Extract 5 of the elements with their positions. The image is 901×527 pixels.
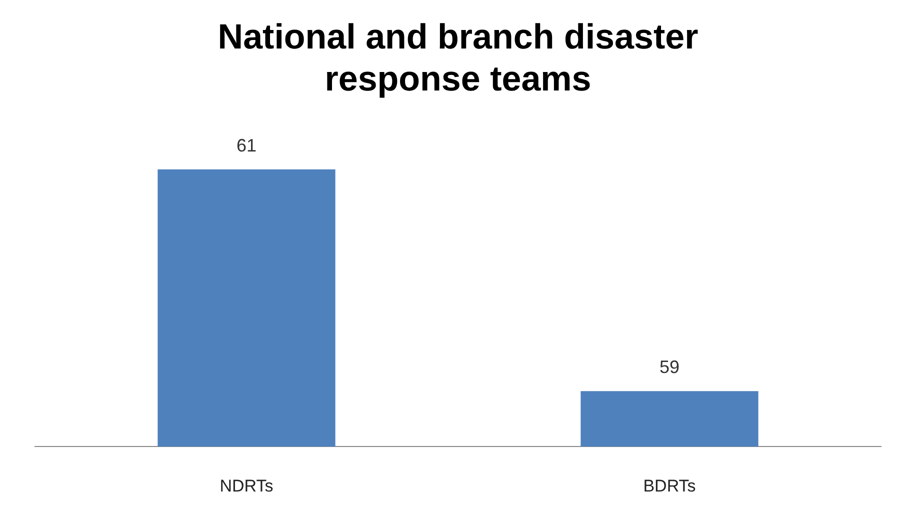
x-tick-label: BDRTs [643, 476, 696, 496]
x-tick-label: NDRTs [220, 476, 274, 496]
chart-title: National and branch disaster response teams [218, 18, 699, 99]
data-label: 59 [659, 357, 680, 378]
data-label: 61 [236, 135, 257, 156]
